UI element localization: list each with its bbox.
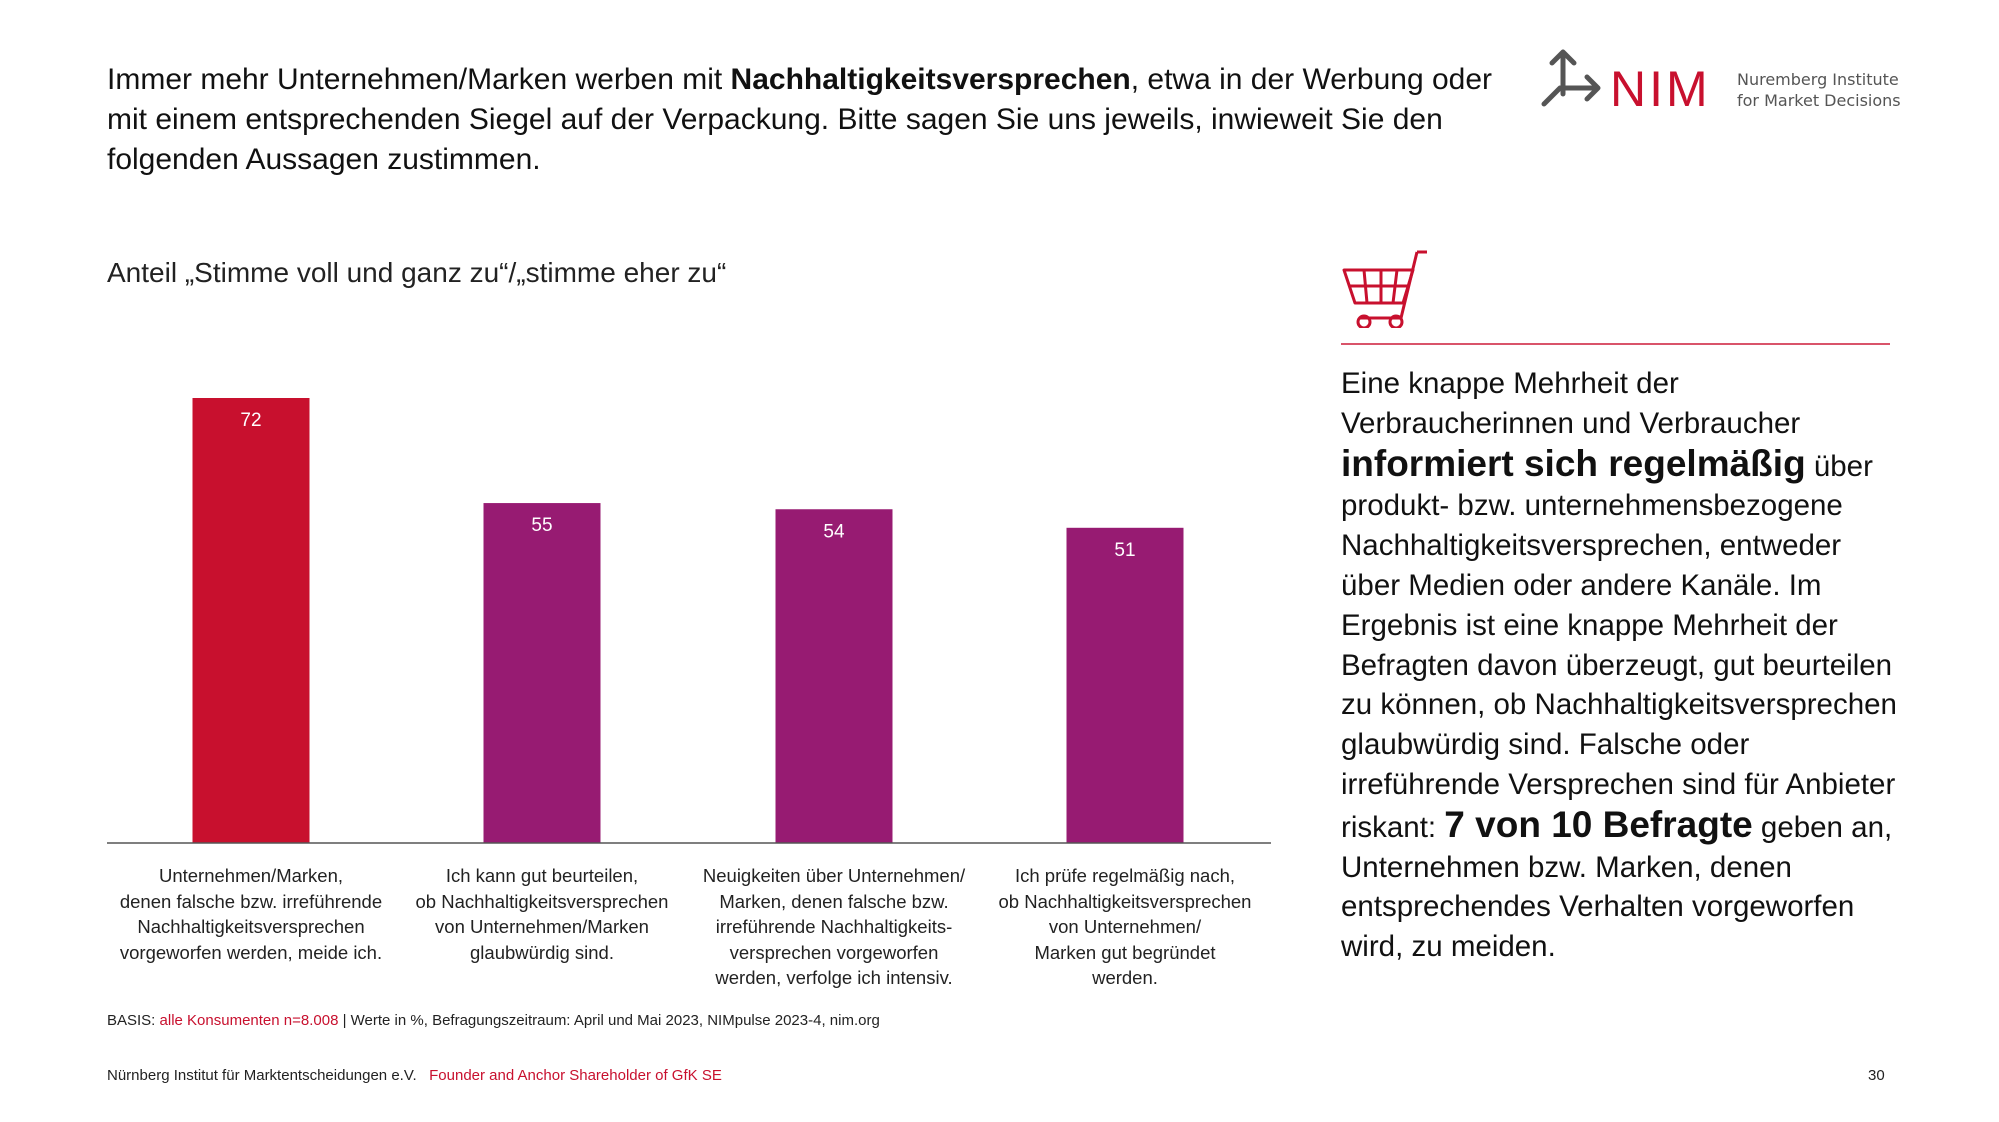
title-text: Immer mehr Unternehmen/Marken werben mit <box>107 63 731 96</box>
page-number: 30 <box>1868 1067 1885 1084</box>
bar <box>483 503 601 843</box>
arrows-icon <box>1541 49 1601 107</box>
data-label: 55 <box>531 515 552 536</box>
title-text-end: , etwa in der Werbung oder mit einem ent… <box>107 63 1493 176</box>
footer-tagline: Founder and Anchor Shareholder of GfK SE <box>429 1067 722 1084</box>
summary-highlight: informiert sich regelmäßig <box>1341 442 1806 484</box>
chart-subtitle: Anteil „Stimme voll und ganz zu“/„stimme… <box>107 257 727 288</box>
bar <box>1066 527 1184 843</box>
logo-line1: Nuremberg Institute <box>1737 70 1899 89</box>
footer-org: Nürnberg Institut für Marktentscheidunge… <box>107 1067 417 1084</box>
category-label: Neuigkeiten über Unternehmen/Marken, den… <box>702 865 966 988</box>
bar-chart: 72 55 54 51 <box>107 398 1271 844</box>
category-label: Unternehmen/Marken, denen falsche bzw. ir… <box>119 865 383 963</box>
shopping-cart-icon <box>1342 250 1427 328</box>
summary-part: geben an, Unternehmen bzw. Marken, denen… <box>1341 810 1893 964</box>
summary-part: Eine knappe Mehrheit der Verbraucherinne… <box>1341 367 1801 440</box>
divider <box>1341 343 1890 345</box>
footer: Nürnberg Institut für Marktentscheidunge… <box>107 1067 722 1084</box>
data-label: 51 <box>1114 540 1135 561</box>
basis-sample: alle Konsumenten n=8.008 <box>159 1012 339 1029</box>
bar <box>775 509 893 843</box>
nim-logo: NIM Nuremberg Institute for Market Decis… <box>1540 46 1901 117</box>
category-label: Ich kann gut beurteilen, ob Nachhaltigkei… <box>415 865 669 963</box>
title-bold: Nachhaltigkeitsversprechen <box>730 63 1131 96</box>
logo-wordmark: NIM <box>1610 61 1711 112</box>
slide-title: Immer mehr Unternehmen/Marken werben mit… <box>107 60 1507 180</box>
summary-part: über produkt- bzw. unternehmensbezogene … <box>1341 449 1897 844</box>
summary-text: Eine knappe Mehrheit der Verbraucherinne… <box>1341 364 1901 967</box>
basis-note: BASIS: alle Konsumenten n=8.008 | Werte … <box>107 1012 880 1029</box>
bar <box>192 398 310 843</box>
basis-label: BASIS: <box>107 1012 160 1029</box>
category-label: Ich prüfe regelmäßig nach, ob Nachhaltigk… <box>998 865 1252 988</box>
logo-line2: for Market Decisions <box>1737 91 1900 110</box>
summary-highlight: 7 von 10 Befragte <box>1444 803 1753 845</box>
data-label: 72 <box>240 410 261 431</box>
data-label: 54 <box>823 521 845 542</box>
basis-details: | Werte in %, Befragungszeitraum: April … <box>338 1012 880 1029</box>
